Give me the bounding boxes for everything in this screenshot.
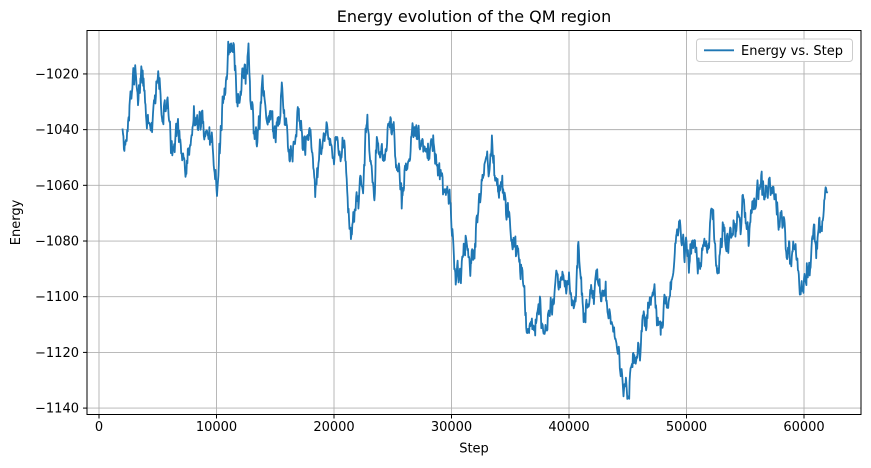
tick-marks-and-labels: 0 10000 20000 30000 40000 50000 60000 −1140 −112…: [35, 67, 825, 435]
y-tick-label: −1100: [35, 290, 79, 305]
x-tick-label: 50000: [666, 420, 707, 435]
legend: Energy vs. Step: [696, 38, 853, 62]
x-tick-label: 30000: [431, 420, 472, 435]
y-axis-label: Energy: [9, 199, 24, 245]
x-tick-label: 0: [95, 420, 103, 435]
x-tick-label: 20000: [313, 420, 354, 435]
y-tick-label: −1140: [35, 402, 79, 417]
y-tick-label: −1080: [35, 235, 79, 250]
x-tick-label: 60000: [783, 420, 824, 435]
chart-title: Energy evolution of the QM region: [337, 7, 611, 26]
legend-box: [696, 38, 853, 62]
y-tick-label: −1060: [35, 179, 79, 194]
x-tick-label: 10000: [196, 420, 237, 435]
y-tick-label: −1020: [35, 67, 79, 82]
y-tick-label: −1040: [35, 123, 79, 138]
y-tick-label: −1120: [35, 346, 79, 361]
x-axis-label: Step: [459, 442, 489, 457]
axes: [86, 30, 862, 415]
energy-series-line: [121, 40, 829, 400]
x-tick-label: 40000: [548, 420, 589, 435]
legend-label: Energy vs. Step: [741, 44, 843, 59]
plot-frame: [86, 30, 862, 415]
